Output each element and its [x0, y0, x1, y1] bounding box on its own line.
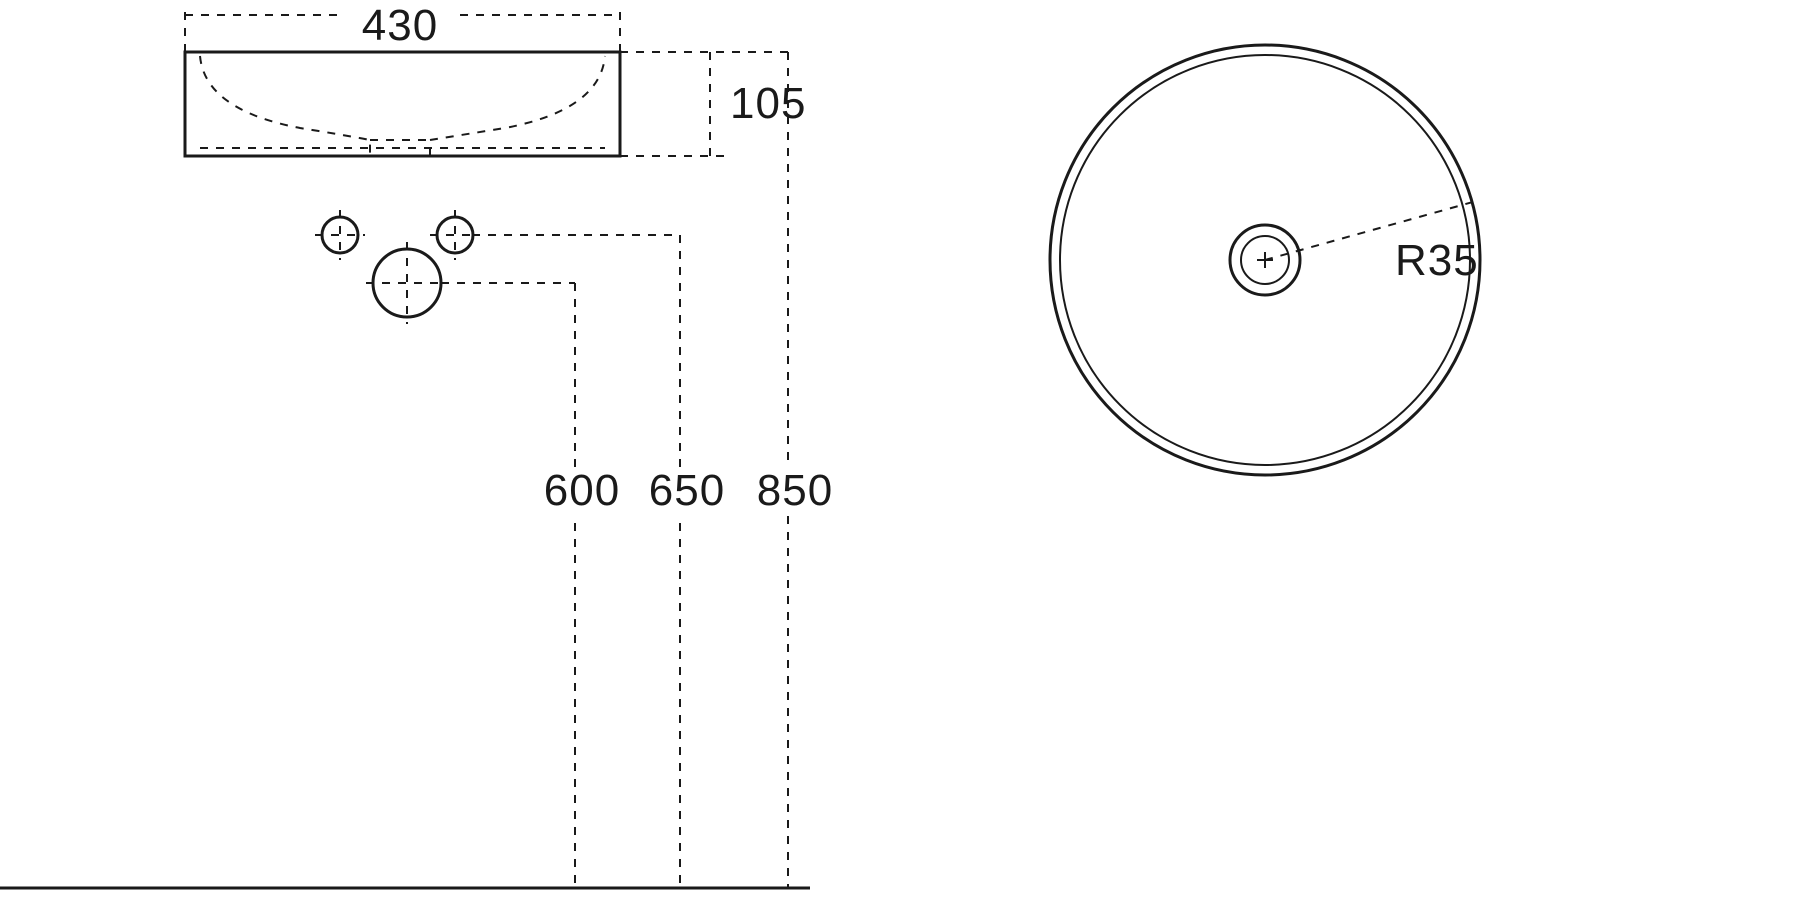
- dim-850-top: 850: [757, 466, 833, 515]
- dimension-text-top: 600 650 850: [544, 466, 833, 515]
- dim-105: 105: [730, 79, 806, 128]
- dim-650-top: 650: [649, 466, 725, 515]
- dim-430: 430: [362, 1, 438, 50]
- dim-600-top: 600: [544, 466, 620, 515]
- plan-view: R35: [1050, 45, 1480, 475]
- pipe-crosshairs: [315, 210, 480, 324]
- dimension-text: 430 105 600 650 850: [362, 1, 833, 515]
- dimension-lines: [185, 10, 788, 888]
- technical-drawing: 430 105 600 650 850 600 650 850 R35: [0, 0, 1794, 899]
- dim-r35: R35: [1395, 236, 1479, 285]
